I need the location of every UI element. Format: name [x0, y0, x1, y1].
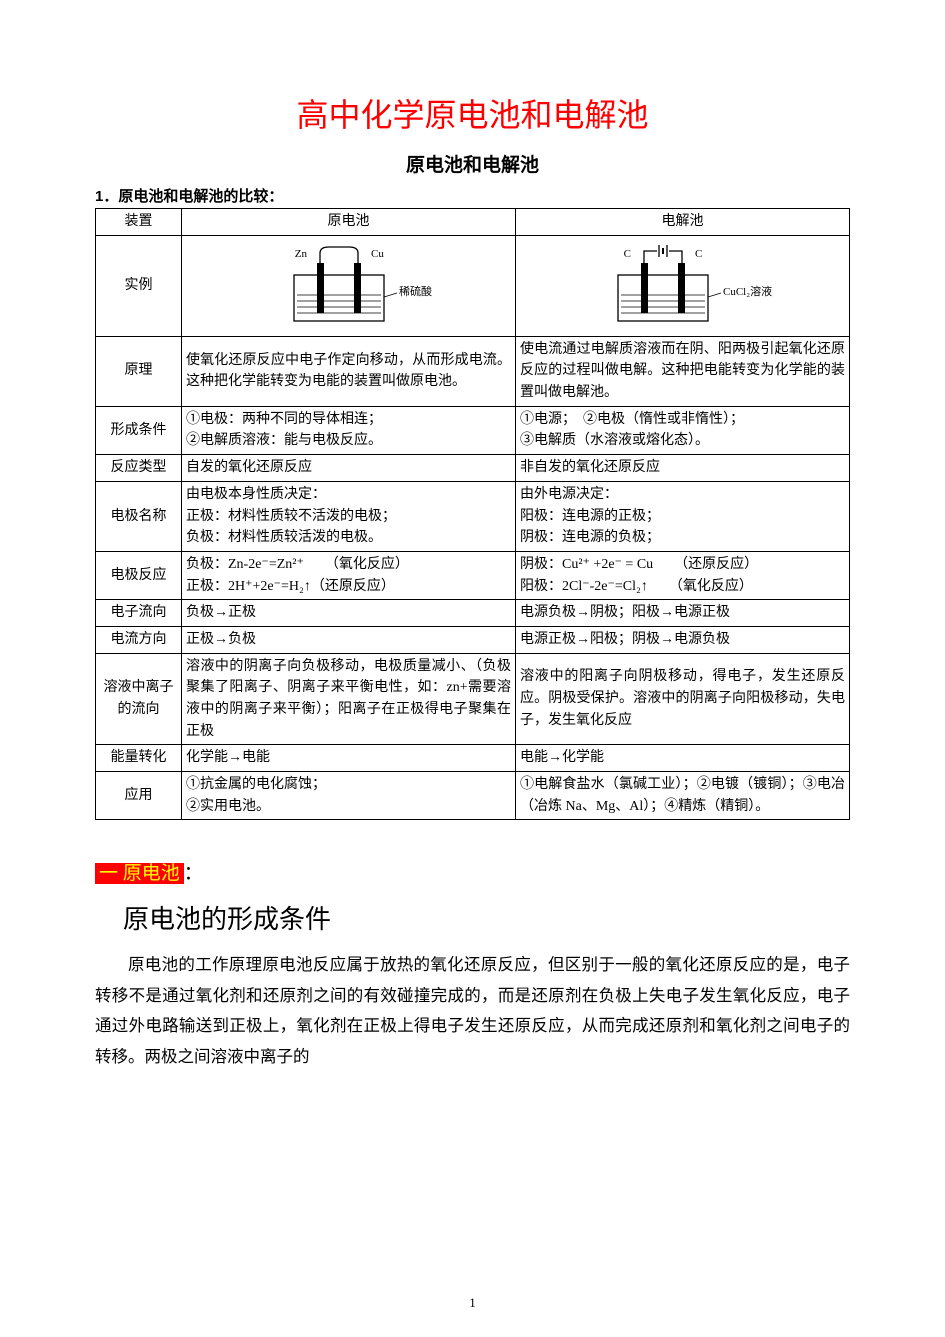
- row-header-cell: 电子流向: [96, 600, 182, 627]
- electrode-label: Zn: [294, 248, 307, 260]
- row-header-cell: 电极反应: [96, 551, 182, 599]
- table-row: 反应类型 自发的氧化还原反应 非自发的氧化还原反应: [96, 455, 850, 482]
- body-paragraph: 原电池的工作原理原电池反应属于放热的氧化还原反应，但区别于一般的氧化还原反应的是…: [95, 950, 850, 1072]
- table-row: 装置 原电池 电解池: [96, 209, 850, 236]
- table-cell: ①抗金属的电化腐蚀；②实用电池。: [182, 772, 516, 820]
- solution-label: CuCl₂溶液: [723, 284, 772, 298]
- table-cell: 负极→正极: [182, 600, 516, 627]
- table-row: 能量转化 化学能→电能 电能→化学能: [96, 745, 850, 772]
- table-cell: 自发的氧化还原反应: [182, 455, 516, 482]
- section-2-label-line: 一 原电池：: [95, 858, 850, 885]
- table-row: 电极名称 由电极本身性质决定：正极：材料性质较不活泼的电极；负极：材料性质较活泼…: [96, 481, 850, 551]
- table-row: 应用 ①抗金属的电化腐蚀；②实用电池。 ①电解食盐水（氯碱工业）；②电镀（镀铜）…: [96, 772, 850, 820]
- table-row: 实例 Zn Cu: [96, 235, 850, 336]
- beaker-icon: Zn Cu 稀硫酸: [249, 241, 449, 331]
- table-cell: 溶液中的阴离子向负极移动，电极质量减小、（负极聚集了阳离子、阴离子来平衡电性，如…: [182, 653, 516, 745]
- electrolytic-cell-diagram: C C CuCl₂溶液: [516, 235, 850, 336]
- table-cell: 由外电源决定：阳极：连电源的正极；阴极：连电源的负极；: [516, 481, 850, 551]
- table-row: 形成条件 ①电极：两种不同的导体相连；②电解质溶液：能与电极反应。 ①电源； ②…: [96, 406, 850, 454]
- solution-label: 稀硫酸: [399, 284, 432, 298]
- electrode-label: C: [695, 248, 702, 260]
- row-header-cell: 溶液中离子的流向: [96, 653, 182, 745]
- table-cell: 正极→负极: [182, 626, 516, 653]
- row-header-cell: 反应类型: [96, 455, 182, 482]
- galvanic-cell-diagram: Zn Cu 稀硫酸: [182, 235, 516, 336]
- highlight-tag: 一 原电池: [95, 863, 184, 884]
- table-cell: 阴极：Cu²⁺ +2e⁻ = Cu （还原反应）阳极：2Cl⁻-2e⁻=Cl₂↑…: [516, 551, 850, 599]
- row-header-cell: 原理: [96, 336, 182, 406]
- row-header-cell: 应用: [96, 772, 182, 820]
- table-cell: ①电源； ②电极（惰性或非惰性）；③电解质（水溶液或熔化态）。: [516, 406, 850, 454]
- row-header-cell: 电极名称: [96, 481, 182, 551]
- electrode-label: C: [623, 248, 630, 260]
- table-header-cell: 电解池: [516, 209, 850, 236]
- table-cell: 电源负极→阴极；阳极→电源正极: [516, 600, 850, 627]
- table-cell: 使电流通过电解质溶液而在阴、阳两极引起氧化还原反应的过程叫做电解。这种把电能转变…: [516, 336, 850, 406]
- document-page: 高中化学原电池和电解池 原电池和电解池 1．原电池和电解池的比较： 装置 原电池…: [0, 0, 945, 1337]
- comparison-table: 装置 原电池 电解池 实例: [95, 208, 850, 820]
- row-header-cell: 电流方向: [96, 626, 182, 653]
- table-cell: 使氧化还原反应中电子作定向移动，从而形成电流。这种把化学能转变为电能的装置叫做原…: [182, 336, 516, 406]
- electrode-label: Cu: [371, 248, 384, 260]
- table-cell: 化学能→电能: [182, 745, 516, 772]
- colon-text: ：: [184, 863, 203, 884]
- beaker-icon: C C CuCl₂溶液: [573, 241, 793, 331]
- row-header-cell: 能量转化: [96, 745, 182, 772]
- section-1-label: 1．原电池和电解池的比较：: [95, 185, 850, 206]
- table-row: 电流方向 正极→负极 电源正极→阳极；阴极→电源负极: [96, 626, 850, 653]
- page-number: 1: [0, 1295, 945, 1311]
- main-title: 高中化学原电池和电解池: [95, 90, 850, 136]
- table-header-cell: 装置: [96, 209, 182, 236]
- table-cell: 负极：Zn-2e⁻=Zn²⁺ （氧化反应）正极：2H⁺+2e⁻=H₂↑（还原反应…: [182, 551, 516, 599]
- table-row: 电极反应 负极：Zn-2e⁻=Zn²⁺ （氧化反应）正极：2H⁺+2e⁻=H₂↑…: [96, 551, 850, 599]
- row-header-cell: 实例: [96, 235, 182, 336]
- section-2-heading: 原电池的形成条件: [123, 899, 850, 936]
- section-2: 一 原电池： 原电池的形成条件 原电池的工作原理原电池反应属于放热的氧化还原反应…: [95, 858, 850, 1072]
- table-cell: 溶液中的阳离子向阴极移动，得电子，发生还原反应。阴极受保护。溶液中的阴离子向阳极…: [516, 653, 850, 745]
- table-cell: 非自发的氧化还原反应: [516, 455, 850, 482]
- table-cell: ①电极：两种不同的导体相连；②电解质溶液：能与电极反应。: [182, 406, 516, 454]
- sub-title: 原电池和电解池: [95, 150, 850, 177]
- table-cell: 电源正极→阳极；阴极→电源负极: [516, 626, 850, 653]
- table-row: 原理 使氧化还原反应中电子作定向移动，从而形成电流。这种把化学能转变为电能的装置…: [96, 336, 850, 406]
- table-cell: 电能→化学能: [516, 745, 850, 772]
- row-header-cell: 形成条件: [96, 406, 182, 454]
- table-row: 溶液中离子的流向 溶液中的阴离子向负极移动，电极质量减小、（负极聚集了阳离子、阴…: [96, 653, 850, 745]
- table-cell: ①电解食盐水（氯碱工业）；②电镀（镀铜）；③电冶（冶炼 Na、Mg、Al）；④精…: [516, 772, 850, 820]
- table-cell: 由电极本身性质决定：正极：材料性质较不活泼的电极；负极：材料性质较活泼的电极。: [182, 481, 516, 551]
- table-header-cell: 原电池: [182, 209, 516, 236]
- table-row: 电子流向 负极→正极 电源负极→阴极；阳极→电源正极: [96, 600, 850, 627]
